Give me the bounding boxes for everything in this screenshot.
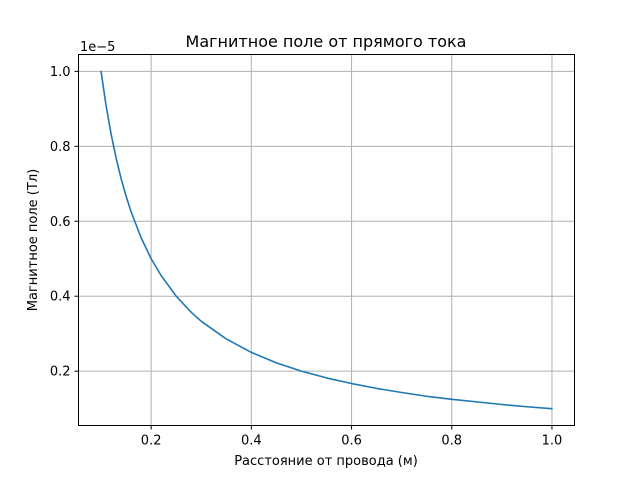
y-offset-text: 1e−5 xyxy=(80,40,115,55)
x-tick-label: 1.0 xyxy=(542,434,563,449)
y-tick-label: 0.4 xyxy=(50,290,71,305)
x-tick-label: 0.6 xyxy=(341,434,362,449)
x-tick-label: 0.8 xyxy=(441,434,462,449)
x-axis-label: Расстояние от провода (м) xyxy=(234,454,418,469)
chart-title: Магнитное поле от прямого тока xyxy=(186,32,467,51)
y-tick-label: 0.2 xyxy=(50,365,71,380)
x-tick-label: 0.4 xyxy=(241,434,262,449)
x-tick-label: 0.2 xyxy=(141,434,162,449)
tick-layer: 0.2 0.4 0.6 0.8 1.0 0.2 0.4 0.6 0.8 1.0 xyxy=(50,65,562,449)
plot-frame xyxy=(78,54,575,426)
series-layer xyxy=(100,70,553,410)
series-line-0 xyxy=(100,70,553,410)
y-tick-label: 0.8 xyxy=(50,140,71,155)
y-axis-label: Магнитное поле (Тл) xyxy=(26,169,41,311)
grid-layer xyxy=(78,54,575,426)
y-tick-label: 0.6 xyxy=(50,215,71,230)
y-tick-label: 1.0 xyxy=(50,65,71,80)
